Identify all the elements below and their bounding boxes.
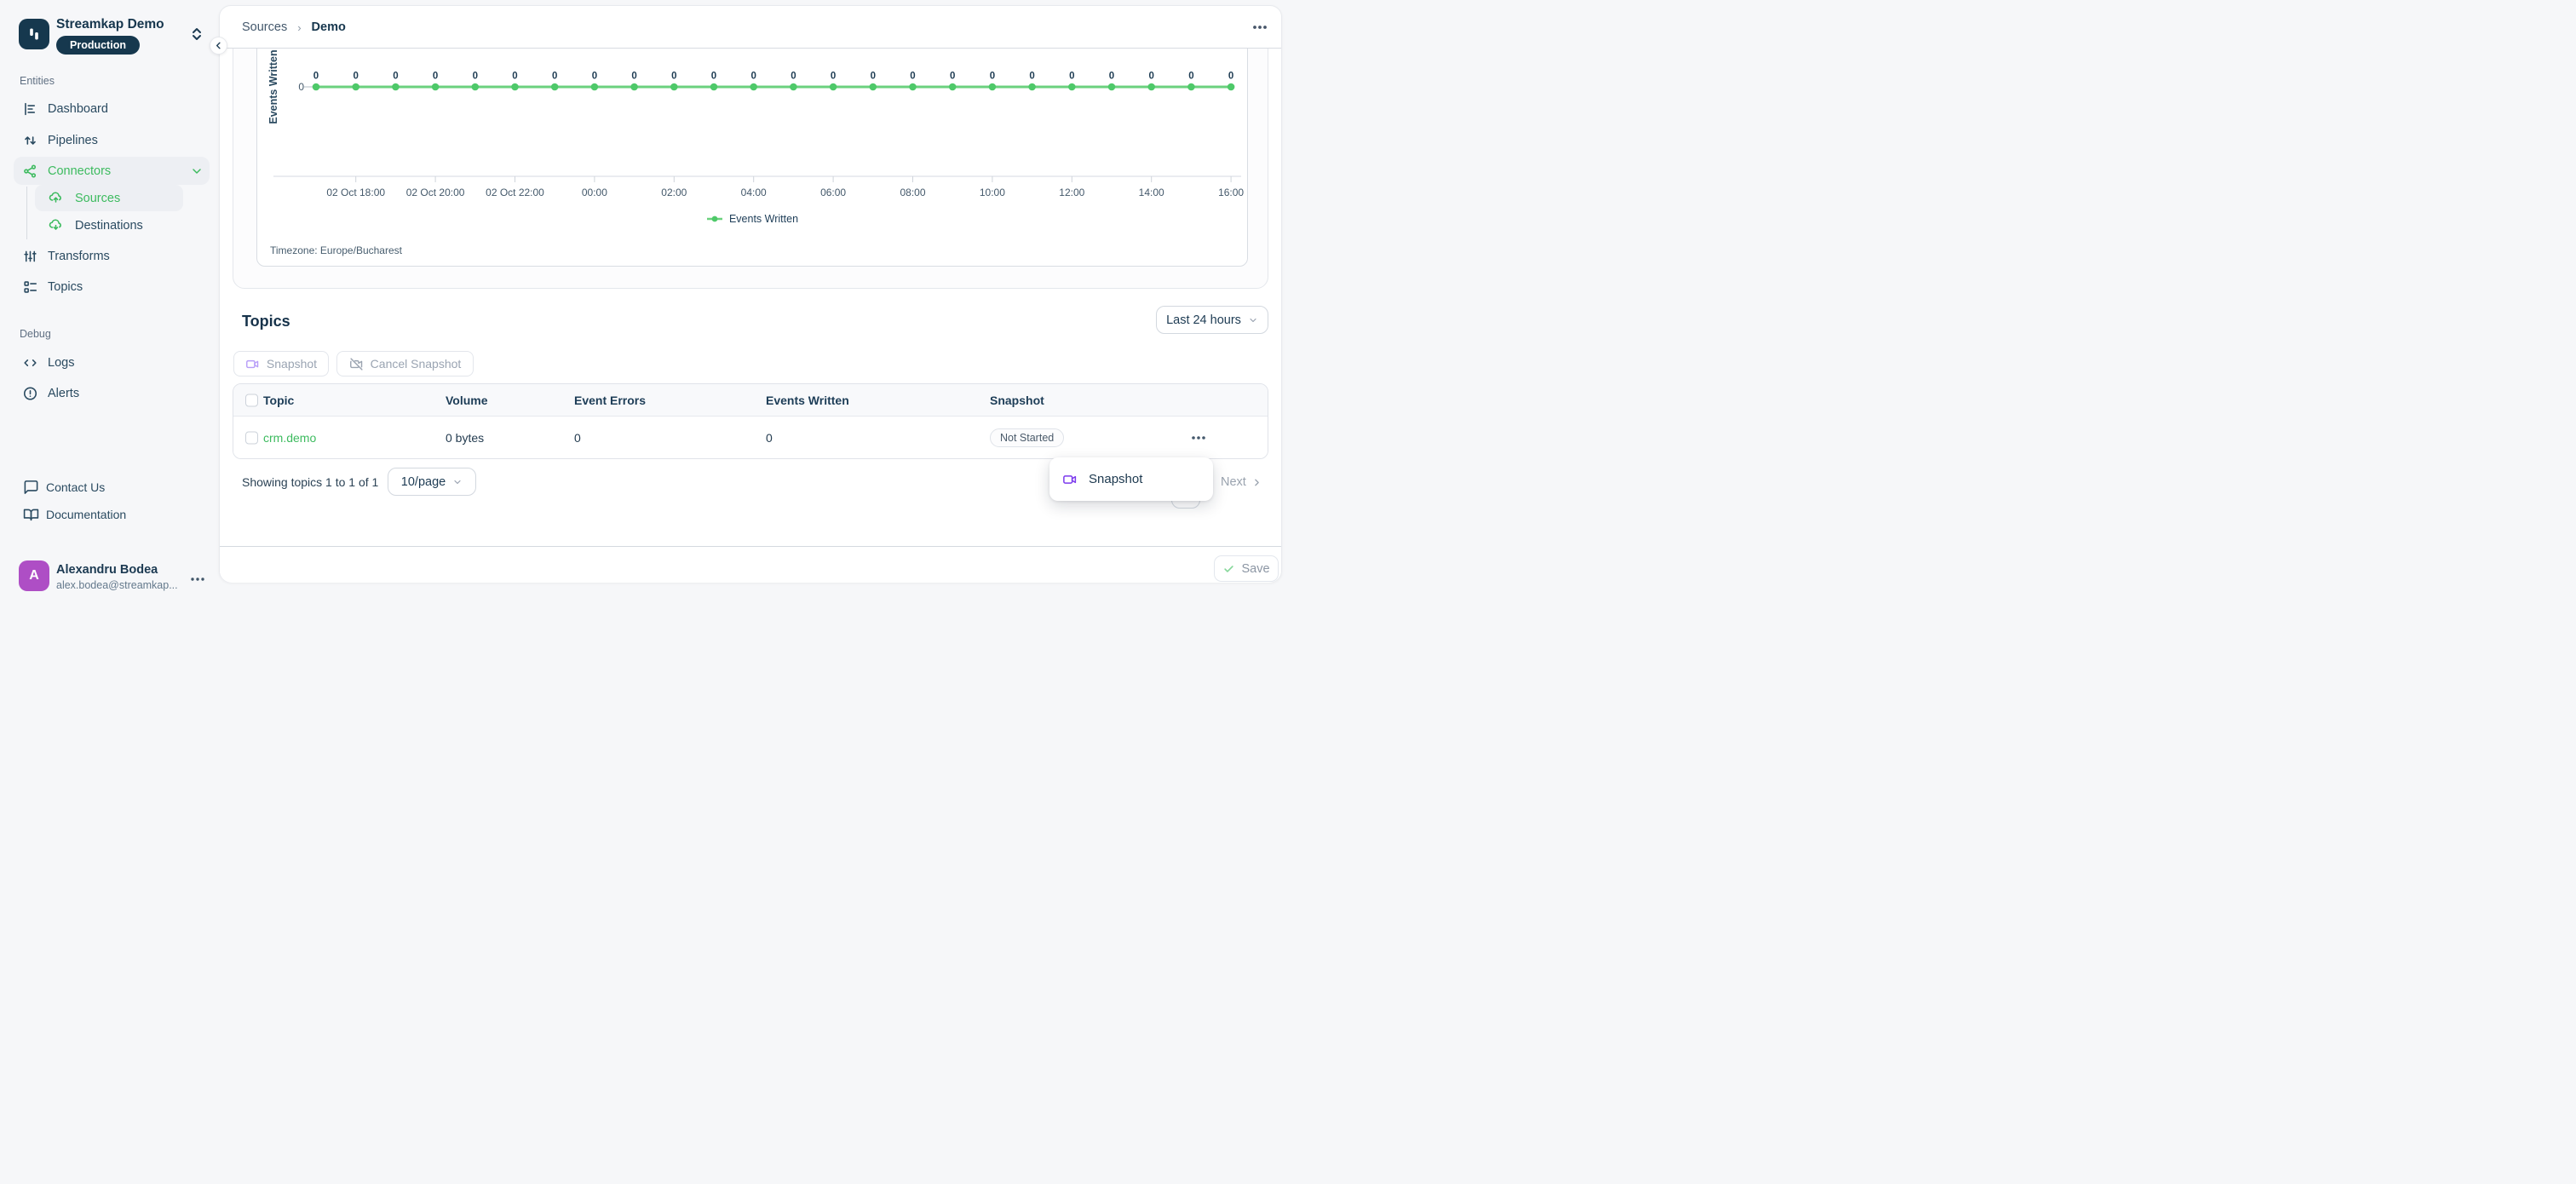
cell-event-errors: 0 — [574, 430, 581, 445]
workspace-switcher-icon[interactable] — [188, 26, 205, 43]
sidebar-item-destinations[interactable]: Destinations — [0, 211, 219, 240]
col-topic: Topic — [263, 393, 295, 407]
sidebar: Streamkap Demo Production Entities Dashb… — [0, 0, 219, 592]
user-menu-icon[interactable] — [189, 571, 206, 588]
legend-marker-icon — [706, 216, 722, 222]
environment-badge: Production — [56, 36, 140, 55]
video-camera-icon — [245, 359, 259, 368]
sidebar-item-transforms[interactable]: Transforms — [0, 242, 219, 271]
breadcrumb: Sources › Demo — [242, 6, 346, 49]
sidebar-item-alerts[interactable]: Alerts — [0, 379, 219, 408]
col-volume: Volume — [446, 393, 488, 407]
main-panel: Sources › Demo Events Written 0 0 0 02 Oct 1… — [219, 5, 1282, 583]
user-card[interactable]: A Alexandru Bodea alex.bodea@streamkap..… — [0, 555, 219, 592]
topics-table: Topic Volume Event Errors Events Written… — [233, 383, 1268, 459]
header-kebab-icon[interactable] — [1251, 19, 1268, 36]
page-size-select[interactable]: 10/page — [388, 468, 476, 496]
scroll-content: Events Written 0 0 0 02 Oct 18:00 0 0 02 Oct 20… — [220, 49, 1281, 546]
select-all-checkbox[interactable] — [245, 394, 258, 406]
table-header-row: Topic Volume Event Errors Events Written… — [233, 384, 1268, 417]
col-events-written: Events Written — [766, 393, 849, 407]
sidebar-item-dashboard[interactable]: Dashboard — [0, 95, 219, 124]
chat-icon — [23, 480, 39, 496]
dashboard-icon — [22, 101, 38, 118]
cloud-download-icon — [48, 217, 64, 233]
timezone-note: Timezone: Europe/Bucharest — [270, 244, 402, 256]
row-checkbox[interactable] — [245, 431, 258, 444]
chevron-left-icon — [216, 42, 221, 49]
legend-label: Events Written — [728, 213, 799, 225]
subnav-tree-line — [26, 187, 27, 239]
time-range-select[interactable]: Last 24 hours — [1156, 306, 1268, 334]
chart-legend[interactable]: Events Written — [256, 213, 1248, 225]
col-snapshot: Snapshot — [990, 393, 1044, 407]
events-chart-card — [256, 49, 1248, 267]
sidebar-collapse-button[interactable] — [210, 37, 227, 55]
section-debug: Debug — [20, 328, 51, 340]
snapshot-button[interactable]: Snapshot — [233, 351, 329, 376]
sidebar-item-topics[interactable]: Topics — [0, 273, 219, 302]
sidebar-item-contact-us[interactable]: Contact Us — [0, 474, 219, 500]
breadcrumb-sources[interactable]: Sources — [242, 20, 288, 34]
cell-events-written: 0 — [766, 430, 773, 445]
video-camera-off-icon — [349, 357, 363, 371]
chevron-down-icon — [452, 477, 463, 487]
user-email: alex.bodea@streamkap... — [56, 579, 178, 591]
alert-circle-icon — [22, 386, 38, 402]
next-page-button[interactable]: Next — [1221, 475, 1262, 489]
section-entities: Entities — [20, 75, 55, 87]
user-name: Alexandru Bodea — [56, 563, 158, 577]
sidebar-item-pipelines[interactable]: Pipelines — [0, 126, 219, 155]
footer-bar: Save — [220, 546, 1281, 583]
breadcrumb-current: Demo — [311, 20, 346, 34]
topics-icon — [22, 279, 38, 296]
col-event-errors: Event Errors — [574, 393, 647, 407]
topic-link[interactable]: crm.demo — [263, 430, 317, 445]
video-camera-icon — [1062, 472, 1078, 487]
row-context-menu: Snapshot — [1049, 457, 1213, 501]
breadcrumb-chevron-icon: › — [297, 20, 302, 34]
sidebar-item-sources[interactable] — [35, 185, 183, 211]
save-button[interactable]: Save — [1214, 555, 1279, 582]
row-actions-kebab-icon[interactable] — [1188, 429, 1209, 446]
snapshot-status-badge: Not Started — [990, 428, 1065, 447]
sidebar-item-documentation[interactable]: Documentation — [0, 502, 219, 527]
streamkap-logo-icon — [19, 19, 49, 49]
cancel-snapshot-button[interactable]: Cancel Snapshot — [336, 351, 474, 376]
workspace-name: Streamkap Demo — [56, 17, 164, 32]
sidebar-item-connectors[interactable] — [14, 157, 210, 185]
book-icon — [23, 507, 39, 523]
topics-title: Topics — [242, 313, 290, 330]
pipelines-icon — [22, 133, 38, 149]
chevron-right-icon — [1255, 479, 1259, 486]
code-icon — [22, 355, 38, 371]
pagination-summary: Showing topics 1 to 1 of 1 — [242, 475, 379, 489]
transforms-icon — [22, 249, 38, 265]
cell-volume: 0 bytes — [446, 430, 485, 445]
chevron-down-icon — [1248, 315, 1258, 325]
page-header: Sources › Demo — [220, 6, 1281, 49]
check-icon — [1224, 566, 1234, 572]
avatar: A — [19, 560, 49, 591]
context-menu-item-snapshot[interactable]: Snapshot — [1089, 472, 1143, 486]
table-row: crm.demo 0 bytes 0 0 Not Started — [233, 417, 1268, 458]
sidebar-item-logs[interactable]: Logs — [0, 348, 219, 377]
